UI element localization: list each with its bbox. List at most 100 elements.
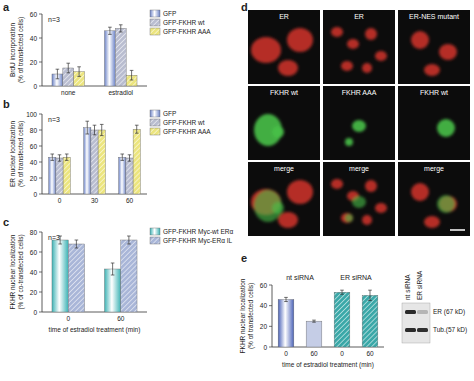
error-line bbox=[286, 297, 287, 301]
x-tick-label: none bbox=[61, 89, 76, 96]
error-bar bbox=[66, 63, 70, 73]
cell-red bbox=[341, 213, 353, 223]
error-cap bbox=[120, 160, 124, 161]
error-cap bbox=[100, 135, 104, 136]
bar bbox=[68, 244, 84, 312]
y-axis-label: ER nuclear localization(% of transfected… bbox=[9, 121, 25, 188]
x-tick-label: 0 bbox=[284, 350, 288, 357]
micrograph: ER-NES mutant bbox=[398, 10, 470, 84]
error-line bbox=[109, 27, 110, 34]
error-line bbox=[101, 124, 102, 135]
x-tick-label: 0 bbox=[340, 350, 344, 357]
y-tick bbox=[39, 194, 42, 195]
background bbox=[0, 0, 474, 381]
y-tick bbox=[269, 326, 272, 327]
scale-bar bbox=[450, 229, 465, 231]
image-label: merge bbox=[274, 165, 294, 173]
panel-label: a bbox=[3, 1, 10, 13]
y-axis bbox=[272, 285, 273, 347]
legend-label: GFP-FKHR Myc-ERα IL bbox=[163, 237, 233, 245]
legend-swatch bbox=[150, 19, 160, 26]
cell-red bbox=[424, 216, 440, 228]
panel-label: c bbox=[3, 216, 9, 228]
annotation: n=3 bbox=[48, 234, 60, 241]
x-tick-label: 0 bbox=[58, 197, 62, 204]
image-label: FKHR AAA bbox=[342, 89, 377, 96]
error-line bbox=[57, 69, 58, 79]
image-label: ER bbox=[279, 13, 289, 20]
bar bbox=[98, 130, 105, 194]
cell-green bbox=[272, 126, 284, 138]
micrograph: FKHR wt bbox=[248, 86, 320, 160]
error-bar bbox=[85, 121, 89, 134]
error-cap bbox=[66, 63, 70, 64]
error-cap bbox=[85, 121, 89, 122]
micrograph-bg bbox=[323, 86, 395, 160]
y-tick bbox=[39, 146, 42, 147]
micrograph: merge bbox=[248, 162, 320, 236]
y-tick-label: 20 bbox=[260, 323, 268, 330]
chart: cFKHR nuclear localization(% of co-trans… bbox=[3, 216, 233, 334]
y-tick-label: 100 bbox=[26, 111, 37, 118]
band bbox=[417, 310, 428, 314]
y-tick bbox=[39, 162, 42, 163]
y-tick-label: 60 bbox=[30, 249, 38, 256]
error-cap bbox=[93, 125, 97, 126]
y-tick-label: 60 bbox=[30, 143, 38, 150]
band-label: Tub.(57 kD) bbox=[433, 326, 467, 334]
cell-green bbox=[437, 119, 455, 137]
error-cap bbox=[284, 297, 288, 298]
y-tick bbox=[39, 232, 42, 233]
error-bar bbox=[312, 320, 316, 322]
band bbox=[405, 328, 416, 332]
chart: eFKHR nuclear localization(% of transfec… bbox=[239, 252, 384, 369]
cell-red bbox=[341, 61, 353, 71]
group-label: nt siRNA bbox=[286, 274, 314, 281]
error-cap bbox=[368, 290, 372, 291]
error-line bbox=[136, 125, 137, 133]
x-axis-label: time of estradiol treatment (min) bbox=[282, 361, 374, 369]
cell-red bbox=[375, 203, 387, 213]
legend-label: GFP-FKHR AAA bbox=[163, 28, 211, 35]
error-cap bbox=[85, 134, 89, 135]
x-tick-label: 60 bbox=[366, 350, 374, 357]
micrograph-bg bbox=[323, 162, 395, 236]
bar bbox=[278, 299, 294, 347]
y-axis-label: FKHR nuclear localization(% of transfect… bbox=[239, 278, 255, 353]
y-tick-label: 40 bbox=[30, 269, 38, 276]
error-cap bbox=[119, 32, 123, 33]
y-tick-label: 60 bbox=[260, 282, 268, 289]
bar bbox=[334, 292, 350, 347]
y-tick-label: 80 bbox=[30, 127, 38, 134]
error-cap bbox=[135, 125, 139, 126]
cells bbox=[254, 114, 284, 146]
cell-green bbox=[345, 138, 353, 146]
error-line bbox=[94, 125, 95, 135]
band bbox=[405, 310, 416, 314]
y-tick bbox=[39, 14, 42, 15]
error-bar bbox=[284, 297, 288, 301]
y-tick-label: 80 bbox=[30, 229, 38, 236]
error-bar bbox=[111, 263, 115, 275]
image-panel: dERERER-NES mutantFKHR wtFKHR AAAFKHR wt… bbox=[241, 1, 470, 236]
legend-swatch bbox=[150, 119, 160, 126]
group-label: ER siRNA bbox=[340, 274, 372, 281]
bar bbox=[121, 240, 137, 312]
lane-label: nt siRNA bbox=[404, 274, 411, 300]
y-tick bbox=[39, 114, 42, 115]
y-tick bbox=[39, 292, 42, 293]
bar bbox=[104, 269, 120, 312]
cell-red bbox=[347, 39, 359, 49]
error-cap bbox=[312, 320, 316, 321]
panel-label: d bbox=[241, 1, 248, 13]
y-tick-label: 40 bbox=[30, 159, 38, 166]
micrograph-bg bbox=[398, 86, 470, 160]
error-line bbox=[342, 290, 343, 294]
legend-label: GFP-FKHR AAA bbox=[163, 128, 211, 135]
cells bbox=[437, 119, 455, 137]
y-tick bbox=[39, 130, 42, 131]
bars bbox=[52, 236, 137, 312]
error-cap bbox=[312, 322, 316, 323]
error-cap bbox=[77, 76, 81, 77]
bar bbox=[84, 128, 91, 194]
